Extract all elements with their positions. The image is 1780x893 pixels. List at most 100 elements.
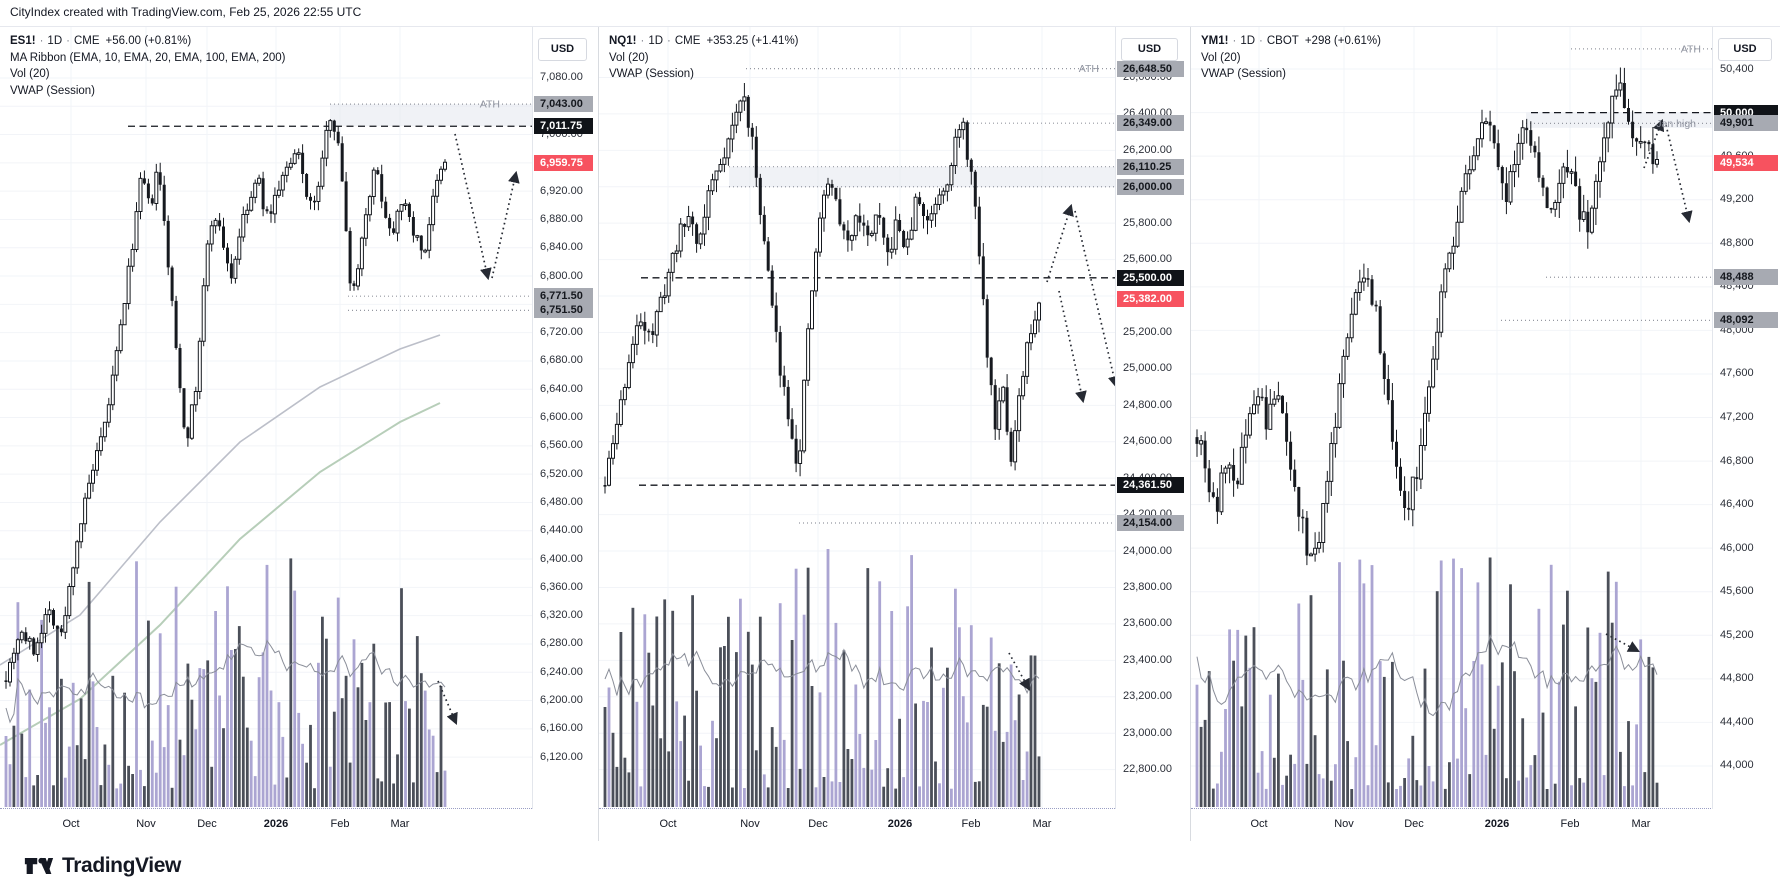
attribution-bar: CityIndex created with TradingView.com, … bbox=[0, 0, 1780, 26]
time-label: Feb bbox=[330, 818, 350, 830]
tradingview-logo-icon bbox=[24, 857, 54, 874]
time-label: Feb bbox=[961, 818, 981, 830]
time-axis[interactable]: Oct Nov Dec 2026 Feb Mar bbox=[0, 808, 596, 841]
time-label: Dec bbox=[1404, 818, 1424, 830]
price-tick: 6,440.00 bbox=[540, 524, 583, 537]
chart-legend[interactable]: NQ1! · 1D · CME +353.25 (+1.41%) Vol (20) VWAP … bbox=[609, 33, 799, 83]
time-axis[interactable]: Oct Nov Dec 2026 Feb Mar bbox=[1191, 808, 1780, 841]
price-tick: 6,360.00 bbox=[540, 580, 583, 593]
price-tick: 6,840.00 bbox=[540, 241, 583, 254]
svg-text:ATH: ATH bbox=[1681, 43, 1701, 55]
separator-dot: · bbox=[667, 35, 671, 47]
price-tick: 47,600 bbox=[1720, 367, 1754, 380]
price-tick: 6,160.00 bbox=[540, 722, 583, 735]
symbol-name: ES1! bbox=[10, 35, 36, 47]
interval: 1D bbox=[648, 35, 664, 47]
price-axis[interactable]: USD26,600.0026,400.0026,200.0026,000.002… bbox=[1115, 27, 1187, 809]
price-badge-red: 6,959.75 bbox=[534, 155, 593, 172]
legend-indicator-row[interactable]: Vol (20) bbox=[609, 51, 649, 64]
currency-button[interactable]: USD bbox=[1718, 38, 1772, 61]
price-tick: 6,640.00 bbox=[540, 382, 583, 395]
exchange: CBOT bbox=[1266, 35, 1299, 47]
price-tick: 26,200.00 bbox=[1123, 143, 1172, 156]
price-tick: 6,400.00 bbox=[540, 552, 583, 565]
price-tick: 6,600.00 bbox=[540, 411, 583, 424]
price-badge-red: 49,534 bbox=[1714, 155, 1778, 172]
time-label: Nov bbox=[1334, 818, 1354, 830]
price-tick: 6,720.00 bbox=[540, 326, 583, 339]
currency-button[interactable]: USD bbox=[1121, 38, 1178, 61]
separator-dot: · bbox=[39, 35, 44, 47]
price-tick: 6,800.00 bbox=[540, 269, 583, 282]
legend-symbol-row[interactable]: YM1! · 1D · CBOT +298 (+0.61%) bbox=[1201, 33, 1381, 50]
price-tick: 46,400 bbox=[1720, 498, 1754, 511]
price-tick: 23,200.00 bbox=[1123, 690, 1172, 703]
price-badge-gray: 48,488 bbox=[1714, 269, 1778, 286]
price-badge-gray: 26,110.25 bbox=[1117, 158, 1184, 175]
price-tick: 44,800 bbox=[1720, 672, 1754, 685]
legend-indicator-row[interactable]: VWAP (Session) bbox=[609, 68, 694, 80]
price-tick: 6,920.00 bbox=[540, 184, 583, 197]
price-badge-gray: 26,000.00 bbox=[1117, 178, 1184, 195]
price-chart-canvas[interactable]: ATH bbox=[0, 27, 533, 809]
time-label: 2026 bbox=[1484, 818, 1510, 830]
price-tick: 6,240.00 bbox=[540, 665, 583, 678]
time-label: Dec bbox=[808, 818, 828, 830]
chart-panel-es[interactable]: ATH ES1! · 1D · CME +56.00 (+0.81%) MA Ribbon … bbox=[0, 27, 596, 841]
legend-indicator-row[interactable]: MA Ribbon (EMA, 10, EMA, 20, EMA, 100, E… bbox=[10, 51, 286, 64]
exchange: CME bbox=[73, 35, 100, 47]
time-label: Oct bbox=[659, 818, 677, 830]
price-axis[interactable]: USD7,080.007,040.007,000.006,960.006,920… bbox=[532, 27, 596, 809]
exchange: CME bbox=[674, 35, 701, 47]
time-label: Mar bbox=[1032, 818, 1052, 830]
time-label: Dec bbox=[197, 818, 217, 830]
price-tick: 24,800.00 bbox=[1123, 398, 1172, 411]
price-tick: 23,400.00 bbox=[1123, 653, 1172, 666]
price-tick: 46,800 bbox=[1720, 454, 1754, 467]
chart-legend[interactable]: YM1! · 1D · CBOT +298 (+0.61%) Vol (20) VWAP (S… bbox=[1201, 33, 1381, 83]
price-tick: 46,000 bbox=[1720, 541, 1754, 554]
price-change: +353.25 (+1.41%) bbox=[706, 35, 799, 47]
price-chart-canvas[interactable]: ATH bbox=[599, 27, 1116, 809]
tradingview-logo-text: TradingView bbox=[62, 854, 181, 877]
time-label: Nov bbox=[740, 818, 760, 830]
time-label: 2026 bbox=[887, 818, 913, 830]
separator-dot: · bbox=[1232, 35, 1237, 47]
price-tick: 6,520.00 bbox=[540, 467, 583, 480]
chart-panel-ym[interactable]: ATH Jan high YM1! · 1D · CBOT +298 (+0.61%) Vol… bbox=[1190, 27, 1780, 841]
price-badge-black: 25,500.00 bbox=[1117, 269, 1184, 286]
price-tick: 45,200 bbox=[1720, 628, 1754, 641]
legend-indicator-row[interactable]: Vol (20) bbox=[1201, 51, 1241, 64]
price-badge-gray: 26,349.00 bbox=[1117, 115, 1184, 132]
time-axis[interactable]: Oct Nov Dec 2026 Feb Mar bbox=[599, 808, 1187, 841]
price-axis[interactable]: USD50,40050,00049,60049,20048,80048,4004… bbox=[1712, 27, 1780, 809]
price-badge-red: 25,382.00 bbox=[1117, 291, 1184, 308]
legend-indicator-row[interactable]: VWAP (Session) bbox=[10, 84, 95, 97]
price-badge-gray: 6,771.50 bbox=[534, 288, 593, 305]
currency-button[interactable]: USD bbox=[538, 38, 587, 61]
price-chart-canvas[interactable]: ATH Jan high bbox=[1191, 27, 1713, 809]
price-tick: 22,800.00 bbox=[1123, 763, 1172, 776]
time-label: Feb bbox=[1560, 818, 1580, 830]
legend-indicator-row[interactable]: VWAP (Session) bbox=[1201, 68, 1286, 80]
price-tick: 44,000 bbox=[1720, 759, 1754, 772]
price-tick: 25,600.00 bbox=[1123, 253, 1172, 266]
svg-text:Jan high: Jan high bbox=[1656, 118, 1696, 130]
separator-dot: · bbox=[66, 35, 70, 47]
legend-indicator-row[interactable]: Vol (20) bbox=[10, 68, 50, 80]
price-tick: 6,680.00 bbox=[540, 354, 583, 367]
legend-symbol-row[interactable]: NQ1! · 1D · CME +353.25 (+1.41%) bbox=[609, 33, 799, 50]
svg-text:ATH: ATH bbox=[1079, 63, 1099, 75]
time-label: Mar bbox=[390, 818, 410, 830]
price-badge-gray: 49,901 bbox=[1714, 115, 1778, 132]
chart-panel-nq[interactable]: ATH NQ1! · 1D · CME +353.25 (+1.41%) Vol (20) V… bbox=[598, 27, 1187, 841]
svg-text:ATH: ATH bbox=[480, 99, 500, 111]
chart-legend[interactable]: ES1! · 1D · CME +56.00 (+0.81%) MA Ribbon (EMA… bbox=[10, 33, 285, 99]
interval: 1D bbox=[47, 35, 63, 47]
separator-dot: · bbox=[1259, 35, 1263, 47]
legend-symbol-row[interactable]: ES1! · 1D · CME +56.00 (+0.81%) bbox=[10, 33, 285, 50]
price-tick: 25,800.00 bbox=[1123, 216, 1172, 229]
price-change: +56.00 (+0.81%) bbox=[105, 35, 192, 47]
interval: 1D bbox=[1240, 35, 1256, 47]
